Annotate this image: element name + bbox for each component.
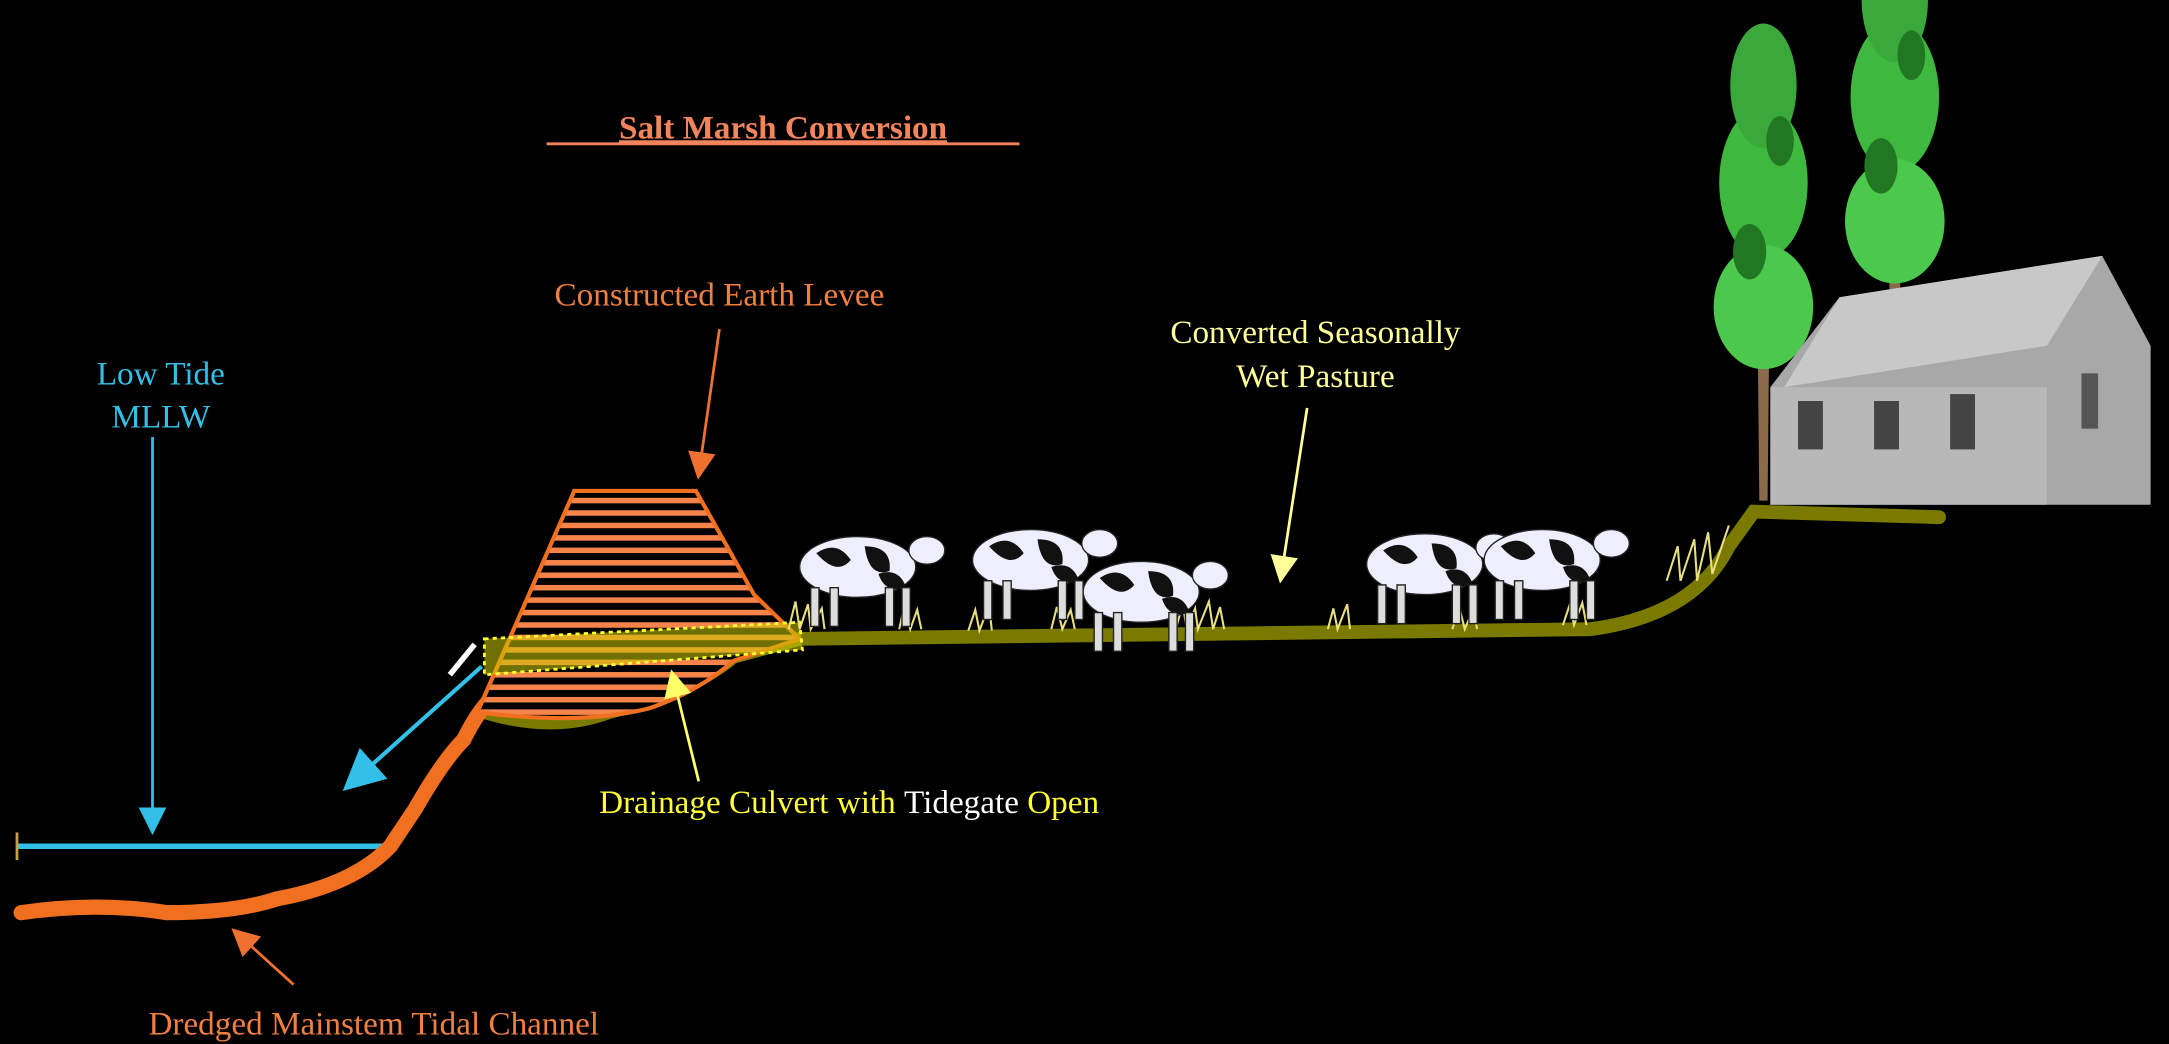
culvert-arrow — [664, 669, 701, 782]
low-tide-label: Low Tide — [97, 355, 225, 392]
channel-bank — [13, 690, 499, 921]
channel-arrow — [231, 928, 295, 986]
culvert-label: Drainage Culvert with Tidegate Open — [599, 784, 1099, 821]
pasture-label: Wet Pasture — [1236, 358, 1395, 395]
culvert-label-part: Tidegate — [904, 784, 1019, 821]
culvert — [482, 620, 804, 677]
levee-label: Constructed Earth Levee — [555, 277, 885, 314]
grass — [787, 525, 1730, 635]
pasture-arrow — [1270, 407, 1309, 584]
pasture-label: Converted Seasonally — [1170, 314, 1461, 351]
cow — [1483, 528, 1631, 621]
mllw-label: MLLW — [111, 398, 211, 435]
levee — [474, 488, 804, 721]
culvert-label-part: Drainage Culvert with — [599, 784, 896, 821]
title: Salt Marsh Conversion — [619, 109, 947, 146]
channel-label: Dredged Mainstem Tidal Channel — [148, 1005, 599, 1042]
house — [1770, 255, 2151, 505]
tidegate — [447, 642, 477, 677]
culvert-label-part: Open — [1027, 784, 1099, 821]
levee-arrow — [688, 328, 721, 480]
flow-arrow — [342, 664, 483, 791]
